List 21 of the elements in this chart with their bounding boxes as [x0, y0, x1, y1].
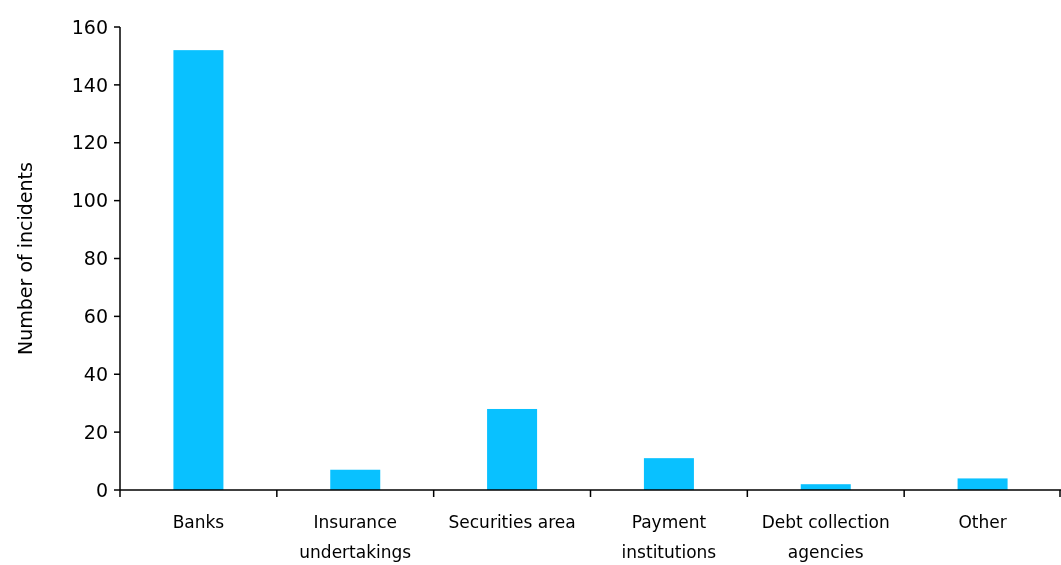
- bar: [957, 478, 1008, 490]
- y-tick-label: 140: [71, 73, 108, 96]
- y-tick-label: 60: [83, 305, 108, 328]
- x-tick-label: Debt collection agencies: [761, 512, 890, 562]
- y-tick-label: 20: [83, 420, 108, 443]
- y-tick-label: 0: [95, 478, 108, 501]
- bar: [173, 50, 224, 490]
- y-tick-label: 160: [71, 15, 108, 38]
- x-tick-label: Other: [958, 512, 1007, 532]
- y-tick-label: 40: [83, 362, 108, 385]
- x-tick-label: Banks: [172, 512, 225, 532]
- bar: [330, 469, 381, 490]
- x-tick-label: Securities area: [448, 512, 576, 532]
- y-tick-label: 100: [71, 189, 108, 212]
- x-tick-label: Payment institutions: [621, 512, 717, 562]
- x-tick-label: Insurance undertakings: [299, 512, 412, 562]
- y-axis-title: Number of incidents: [14, 162, 36, 355]
- y-tick-label: 120: [71, 131, 108, 154]
- y-tick-label: 80: [83, 247, 108, 270]
- bar: [643, 458, 694, 490]
- bar: [487, 408, 538, 490]
